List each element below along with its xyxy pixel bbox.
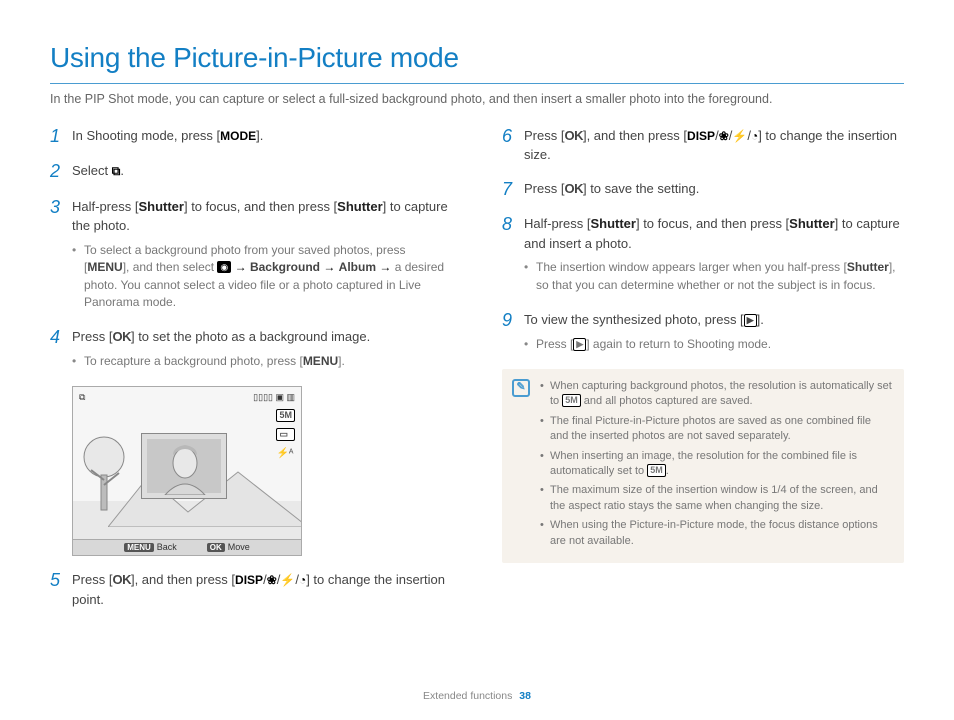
portrait-sketch — [147, 439, 223, 495]
step-sub-item: •The insertion window appears larger whe… — [524, 259, 904, 294]
ok-icon: OK — [564, 128, 583, 143]
step-body: Select ⧉. — [72, 161, 452, 181]
disp-icon: DISP — [235, 571, 263, 589]
page-number: 38 — [519, 690, 531, 702]
step-number: 5 — [50, 570, 72, 592]
5m-icon: 5M — [647, 464, 666, 477]
step-number: 2 — [50, 161, 72, 183]
bolt-icon: ⚡ — [732, 127, 747, 145]
step-sub-item: •To select a background photo from your … — [72, 242, 452, 312]
content-columns: 1In Shooting mode, press [MODE].2Select … — [50, 126, 904, 624]
step-body: To view the synthesized photo, press [▶]… — [524, 310, 904, 355]
intro-text: In the PIP Shot mode, you can capture or… — [50, 90, 904, 108]
note-item: •When capturing background photos, the r… — [540, 379, 892, 410]
note-item: •The final Picture-in-Picture photos are… — [540, 414, 892, 445]
note-item: •The maximum size of the insertion windo… — [540, 483, 892, 514]
note-icon: ✎ — [512, 379, 530, 397]
ok-icon: OK — [564, 181, 583, 196]
camera-icon: ◉ — [217, 261, 231, 273]
step-sub-item: •To recapture a background photo, press … — [72, 353, 452, 370]
arrow-icon: → — [323, 259, 335, 276]
ok-icon: OK — [112, 572, 131, 587]
play-icon: ▶ — [744, 314, 757, 327]
timer-icon: ◔ — [299, 571, 306, 589]
step-7: 7Press [OK] to save the setting. — [502, 179, 904, 201]
pip-icon: ⧉ — [112, 162, 121, 180]
bolt-icon: ⚡ — [280, 571, 295, 589]
mode-icon: MODE — [220, 127, 256, 145]
disp-icon: DISP — [687, 127, 715, 145]
step-body: Half-press [Shutter] to focus, and then … — [72, 197, 452, 314]
footer-section: Extended functions — [423, 690, 512, 702]
ok-icon: OK — [112, 329, 131, 344]
page-footer: Extended functions 38 — [0, 689, 954, 704]
flower-icon: ❀ — [267, 571, 277, 589]
step-number: 4 — [50, 327, 72, 349]
arrow-icon: → — [235, 259, 247, 276]
step-body: Half-press [Shutter] to focus, and then … — [524, 214, 904, 296]
step-4: 4Press [OK] to set the photo as a backgr… — [50, 327, 452, 372]
step-body: Press [OK], and then press [DISP/❀/⚡/◔] … — [524, 126, 904, 165]
illus-side-icons: 5M ▭ ⚡ᴬ — [276, 409, 295, 462]
note-item: •When using the Picture-in-Picture mode,… — [540, 518, 892, 549]
right-column: 6Press [OK], and then press [DISP/❀/⚡/◔]… — [502, 126, 904, 624]
illustration: ⧉ ▯▯▯▯ ▣ ▥ 5M ▭ ⚡ᴬ — [72, 386, 302, 556]
step-8: 8Half-press [Shutter] to focus, and then… — [502, 214, 904, 296]
illus-bottombar: MENUBack OKMove — [73, 539, 301, 555]
step-number: 3 — [50, 197, 72, 219]
step-9: 9To view the synthesized photo, press [▶… — [502, 310, 904, 355]
step-body: Press [OK], and then press [DISP/❀/⚡/◔] … — [72, 570, 452, 609]
5m-icon: 5M — [562, 394, 581, 407]
step-number: 8 — [502, 214, 524, 236]
step-number: 9 — [502, 310, 524, 332]
flower-icon: ❀ — [719, 127, 729, 145]
tree-shape — [79, 435, 139, 515]
step-body: In Shooting mode, press [MODE]. — [72, 126, 452, 146]
step-number: 6 — [502, 126, 524, 148]
step-sub-item: •Press [▶] again to return to Shooting m… — [524, 336, 904, 353]
step-6: 6Press [OK], and then press [DISP/❀/⚡/◔]… — [502, 126, 904, 165]
arrow-icon: → — [379, 259, 391, 276]
page-title: Using the Picture-in-Picture mode — [50, 38, 904, 79]
step-number: 7 — [502, 179, 524, 201]
step-1: 1In Shooting mode, press [MODE]. — [50, 126, 452, 148]
note-item: •When inserting an image, the resolution… — [540, 449, 892, 480]
step-number: 1 — [50, 126, 72, 148]
note-box: ✎ •When capturing background photos, the… — [502, 369, 904, 563]
illus-topright-icons: ▯▯▯▯ ▣ ▥ — [253, 391, 295, 404]
step-body: Press [OK] to save the setting. — [524, 179, 904, 199]
left-column: 1In Shooting mode, press [MODE].2Select … — [50, 126, 452, 624]
step-3: 3Half-press [Shutter] to focus, and then… — [50, 197, 452, 314]
illus-topleft-icon: ⧉ — [79, 391, 85, 404]
step-body: Press [OK] to set the photo as a backgro… — [72, 327, 452, 372]
step-5: 5Press [OK], and then press [DISP/❀/⚡/◔]… — [50, 570, 452, 609]
pip-inset — [141, 433, 227, 499]
timer-icon: ◔ — [751, 127, 758, 145]
play-icon: ▶ — [573, 338, 586, 351]
step-2: 2Select ⧉. — [50, 161, 452, 183]
title-rule — [50, 83, 904, 84]
